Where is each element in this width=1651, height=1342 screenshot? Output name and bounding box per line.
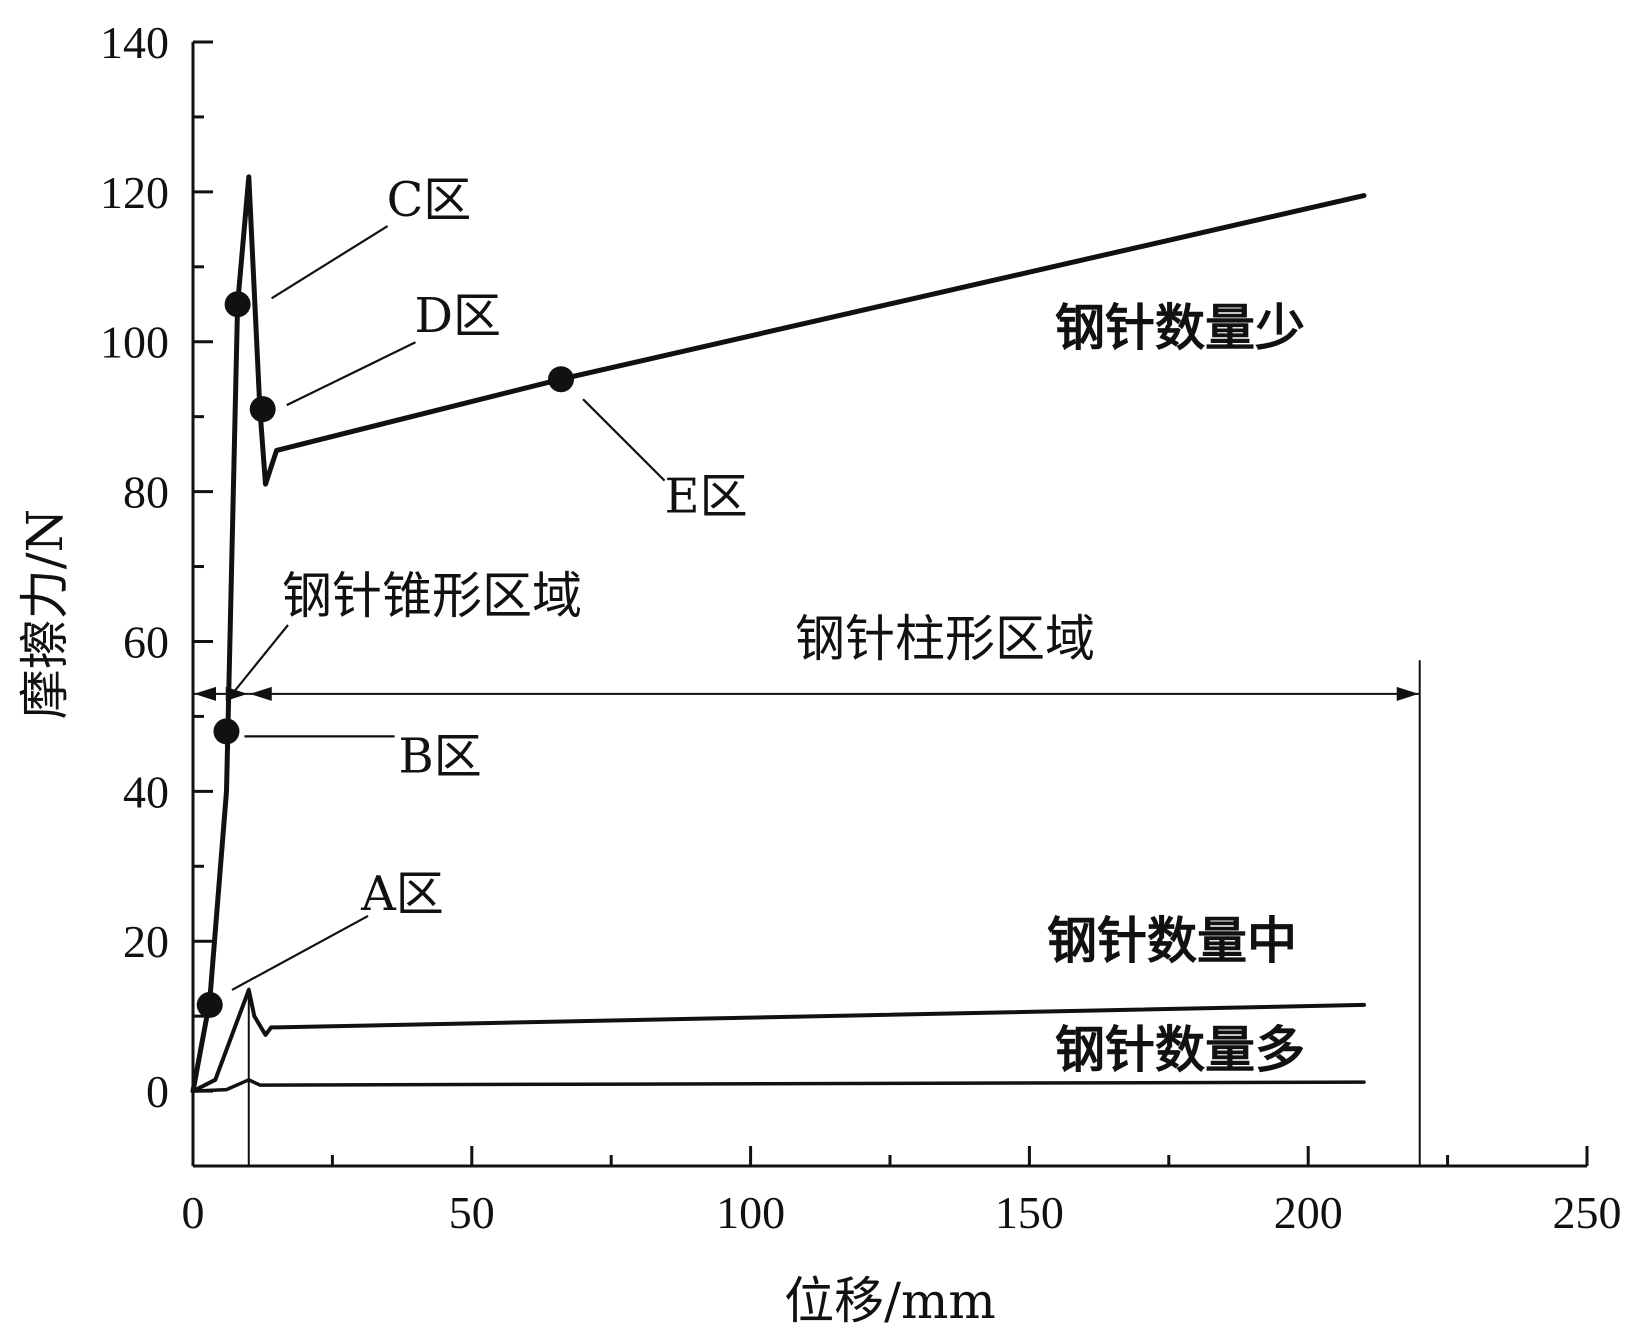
series-line-0 — [190, 174, 1367, 1094]
region-label-0: 钢针锥形区域 — [282, 567, 582, 625]
y-tick-label: 120 — [100, 167, 169, 218]
y-tick-label: 60 — [123, 616, 169, 667]
region-arrowhead-left-1 — [249, 686, 272, 701]
x-tick-label: 200 — [1274, 1187, 1343, 1238]
zone-label-0: A区 — [360, 866, 444, 922]
y-tick-label: 140 — [100, 17, 169, 68]
zone-marker-3 — [249, 396, 276, 423]
y-tick-label: 20 — [123, 916, 169, 967]
zone-leader-0 — [231, 914, 369, 991]
x-tick-label: 150 — [995, 1187, 1064, 1238]
y-tick-label: 0 — [146, 1066, 169, 1117]
series-label-0: 钢针数量少 — [1055, 299, 1305, 357]
y-tick-label: 40 — [123, 766, 169, 817]
series-line-1 — [191, 987, 1366, 1094]
region-leader-0 — [228, 624, 289, 699]
series-label-1: 钢针数量中 — [1047, 912, 1297, 970]
zone-label-3: D区 — [414, 288, 501, 344]
zone-label-4: E区 — [665, 469, 748, 525]
zone-label-1: B区 — [399, 728, 482, 784]
zone-marker-4 — [548, 366, 575, 393]
zone-markers: A区 B区 C区 D区 E区 — [196, 172, 748, 1018]
series-line-2 — [191, 1078, 1366, 1093]
zone-leader-2 — [271, 225, 389, 300]
x-tick-label: 50 — [449, 1187, 495, 1238]
y-tick-label: 80 — [123, 467, 169, 518]
x-axis-title: 位移/mm — [784, 1272, 996, 1330]
zone-leader-4 — [582, 398, 666, 482]
x-tick-label: 250 — [1553, 1187, 1622, 1238]
y-axis-title: 摩擦力/N — [16, 509, 74, 720]
region-arrowhead-right-1 — [1396, 686, 1419, 701]
zone-marker-0 — [196, 991, 223, 1018]
zone-marker-2 — [224, 291, 251, 318]
ticks: 0 20 40 60 80 100 120 140 0 50 100 150 200 250 — [100, 17, 1622, 1238]
series-lines — [190, 174, 1367, 1094]
x-tick-label: 0 — [182, 1187, 205, 1238]
region-markers — [193, 660, 1421, 1166]
x-tick-label: 100 — [716, 1187, 785, 1238]
zone-label-2: C区 — [387, 172, 472, 228]
zone-leader-3 — [286, 341, 416, 407]
zone-marker-1 — [213, 718, 240, 745]
region-arrowhead-left-0 — [194, 686, 216, 701]
series-label-2: 钢针数量多 — [1055, 1021, 1305, 1079]
y-tick-label: 100 — [100, 317, 169, 368]
region-label-1: 钢针柱形区域 — [795, 610, 1095, 668]
